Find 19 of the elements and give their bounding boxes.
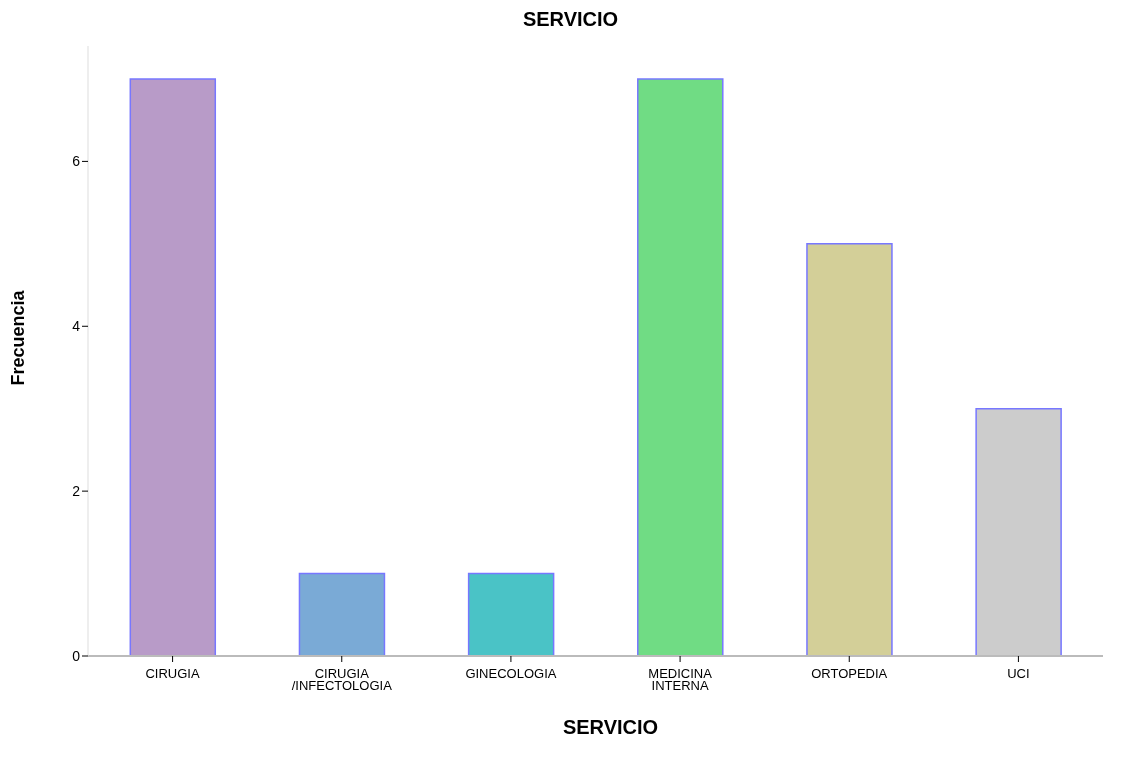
x-tick-label: CIRUGIA /INFECTOLOGIA bbox=[291, 666, 393, 693]
x-axis-title: SERVICIO bbox=[561, 716, 660, 739]
chart-title: SERVICIO bbox=[521, 8, 620, 32]
bar bbox=[975, 407, 1062, 656]
bar bbox=[637, 78, 724, 656]
y-tick-label: 4 bbox=[72, 318, 81, 335]
bar bbox=[467, 572, 555, 656]
y-tick-label: 6 bbox=[72, 153, 81, 170]
x-tick-label: UCI bbox=[1007, 666, 1030, 681]
y-tick-label: 0 bbox=[72, 647, 81, 664]
bar bbox=[298, 572, 386, 656]
bar bbox=[806, 243, 893, 656]
x-tick-label: CIRUGIA bbox=[145, 666, 200, 681]
x-tick-label: GINECOLOGIA bbox=[465, 666, 557, 681]
x-tick-label: MEDICINA INTERNA bbox=[648, 666, 713, 693]
x-tick-label: ORTOPEDIA bbox=[811, 666, 888, 681]
y-axis-title: Frecuencia bbox=[8, 289, 29, 388]
y-tick-label: 2 bbox=[72, 483, 81, 500]
bar bbox=[129, 78, 217, 656]
